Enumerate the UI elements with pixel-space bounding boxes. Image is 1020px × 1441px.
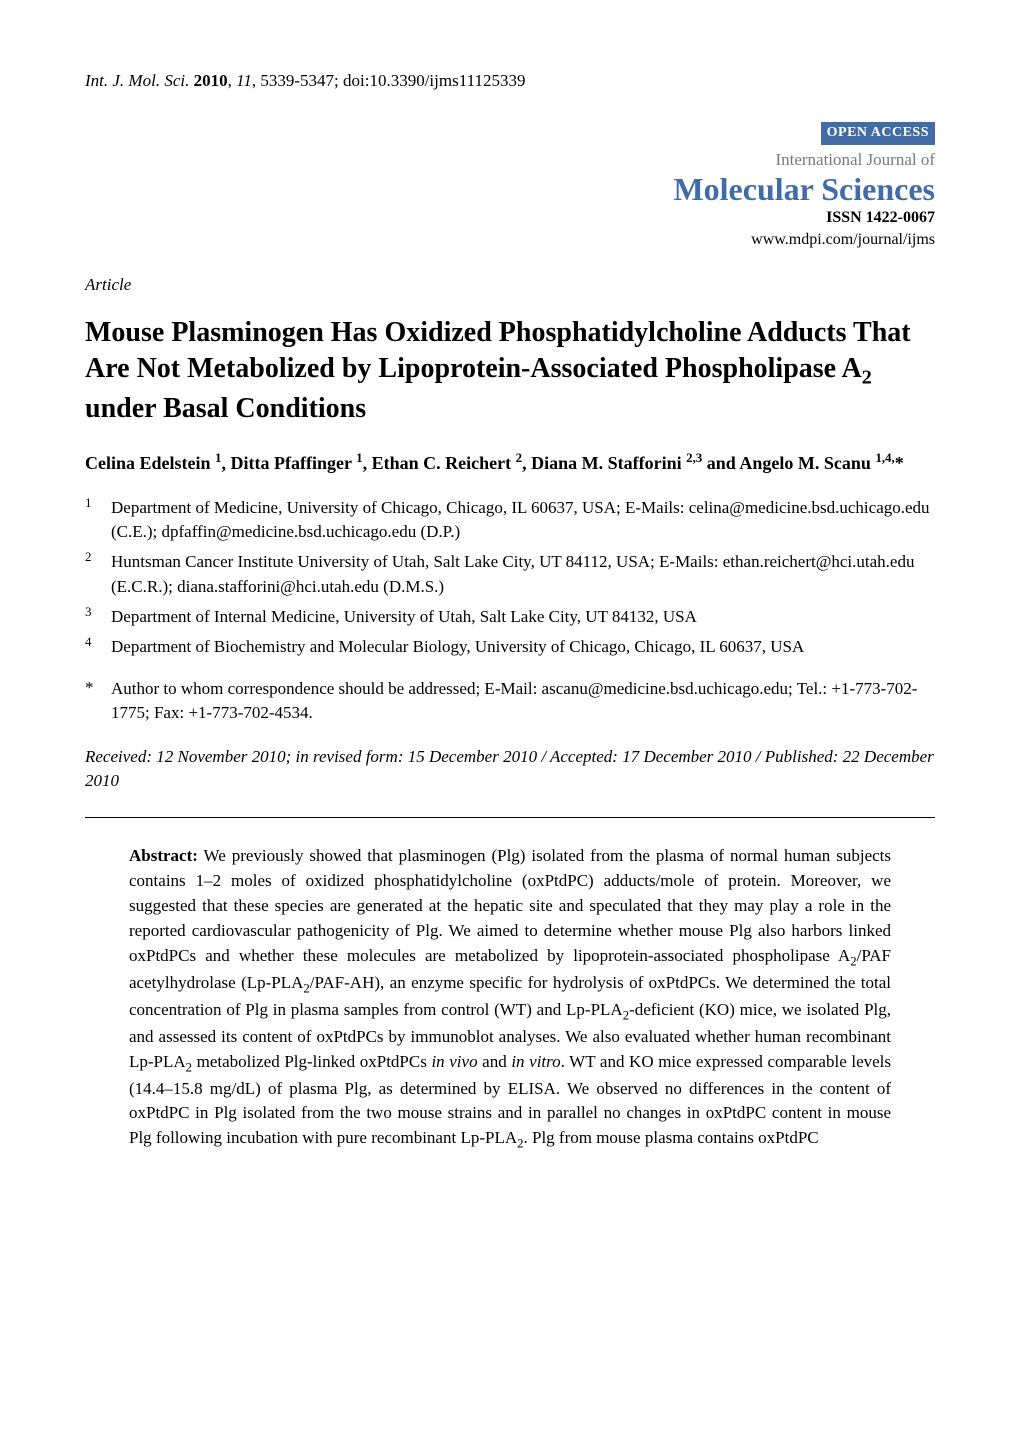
- header-doi: doi:10.3390/ijms11125339: [343, 71, 525, 90]
- author-list: Celina Edelstein 1, Ditta Pfaffinger 1, …: [85, 449, 935, 476]
- affiliation-marker: 1: [85, 494, 111, 512]
- abstract-label: Abstract:: [129, 846, 198, 865]
- journal-banner: International Journal of Molecular Scien…: [85, 149, 935, 250]
- correspondence-text: Author to whom correspondence should be …: [111, 677, 935, 725]
- header-volume: 11: [236, 71, 252, 90]
- affiliation-text: Department of Medicine, University of Ch…: [111, 496, 935, 544]
- author-2: Ditta Pfaffinger: [231, 453, 352, 473]
- journal-abbrev: Int. J. Mol. Sci.: [85, 71, 189, 90]
- title-post: under Basal Conditions: [85, 393, 366, 424]
- abstract-segment: We previously showed that plasminogen (P…: [129, 846, 891, 964]
- publication-dates: Received: 12 November 2010; in revised f…: [85, 745, 935, 793]
- open-access-badge: OPEN ACCESS: [821, 122, 935, 145]
- corresponding-star: *: [895, 453, 904, 473]
- affiliation-text: Department of Internal Medicine, Univers…: [111, 605, 935, 629]
- abstract-segment: . Plg from mouse plasma contains oxPtdPC: [523, 1128, 818, 1147]
- section-rule: [85, 817, 935, 818]
- header-pages: 5339-5347: [260, 71, 334, 90]
- journal-pretitle: International Journal of: [85, 149, 935, 172]
- journal-title: Molecular Sciences: [85, 172, 935, 207]
- title-sub: 2: [862, 367, 872, 389]
- title-pre: Mouse Plasminogen Has Oxidized Phosphati…: [85, 317, 911, 384]
- affiliations: 1 Department of Medicine, University of …: [85, 496, 935, 659]
- author-1: Celina Edelstein: [85, 453, 211, 473]
- paper-title: Mouse Plasminogen Has Oxidized Phosphati…: [85, 315, 935, 427]
- abstract-block: Abstract: We previously showed that plas…: [85, 844, 935, 1153]
- affiliation-row: 3 Department of Internal Medicine, Unive…: [85, 605, 935, 629]
- author-5-affil: 1,4,: [875, 450, 894, 465]
- abstract-segment: metabolized Plg-linked oxPtdPCs: [192, 1052, 431, 1071]
- article-type-label: Article: [85, 274, 935, 297]
- affiliation-row: 2 Huntsman Cancer Institute University o…: [85, 550, 935, 598]
- affiliation-marker: 2: [85, 548, 111, 566]
- affiliation-marker: 3: [85, 603, 111, 621]
- header-year: 2010: [194, 71, 228, 90]
- author-4-affil: 2,3: [686, 450, 702, 465]
- affiliation-marker: 4: [85, 633, 111, 651]
- author-5: Angelo M. Scanu: [739, 453, 871, 473]
- journal-issn: ISSN 1422-0067: [85, 207, 935, 229]
- abstract-italic: in vivo: [431, 1052, 477, 1071]
- running-header: Int. J. Mol. Sci. 2010, 11, 5339-5347; d…: [85, 70, 935, 93]
- affiliation-text: Department of Biochemistry and Molecular…: [111, 635, 935, 659]
- affiliation-row: 1 Department of Medicine, University of …: [85, 496, 935, 544]
- abstract-italic: in vitro: [511, 1052, 560, 1071]
- author-3: Ethan C. Reichert: [372, 453, 511, 473]
- abstract-segment: and: [478, 1052, 512, 1071]
- affiliation-row: 4 Department of Biochemistry and Molecul…: [85, 635, 935, 659]
- journal-url: www.mdpi.com/journal/ijms: [85, 229, 935, 251]
- affiliation-text: Huntsman Cancer Institute University of …: [111, 550, 935, 598]
- correspondence: * Author to whom correspondence should b…: [85, 677, 935, 725]
- author-4: Diana M. Stafforini: [531, 453, 682, 473]
- correspondence-marker: *: [85, 677, 111, 700]
- open-access-block: OPEN ACCESS: [85, 121, 935, 145]
- abstract-text: Abstract: We previously showed that plas…: [129, 844, 891, 1153]
